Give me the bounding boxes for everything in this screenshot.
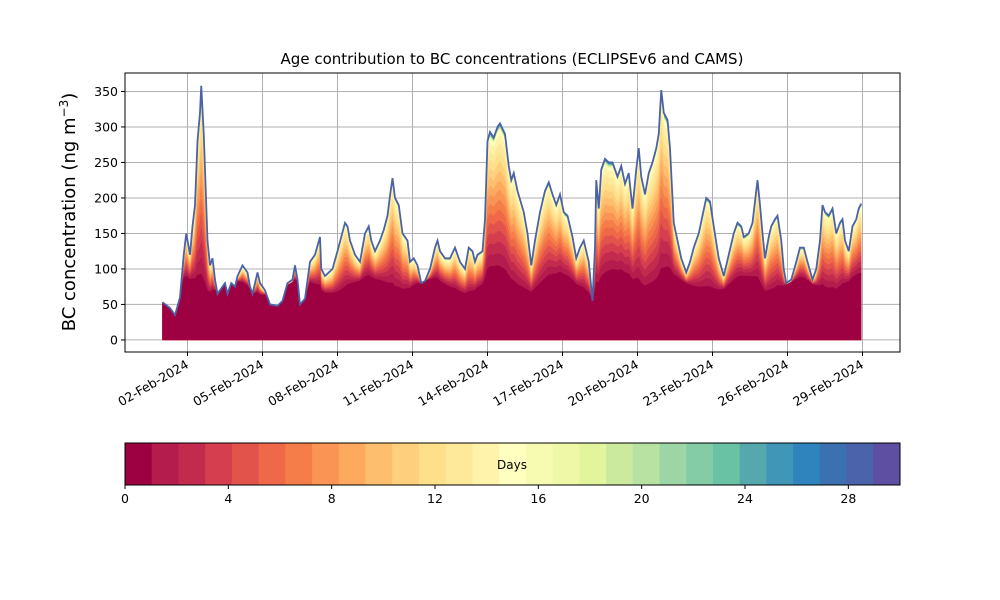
colorbar-tick-label: 0 xyxy=(121,491,129,506)
colorbar-segment xyxy=(312,443,339,485)
colorbar-segment xyxy=(125,443,152,485)
chart-figure: Age contribution to BC concentrations (E… xyxy=(0,0,1000,600)
colorbar-segment xyxy=(606,443,633,485)
x-tick-label: 11-Feb-2024 xyxy=(340,357,416,409)
colorbar-label: Days xyxy=(497,458,527,472)
x-tick-label: 17-Feb-2024 xyxy=(490,357,566,409)
colorbar-segment xyxy=(392,443,419,485)
y-tick-label: 0 xyxy=(110,332,118,347)
colorbar-segment xyxy=(232,443,259,485)
colorbar-tick-label: 16 xyxy=(530,491,546,506)
colorbar-tick-label: 4 xyxy=(224,491,232,506)
colorbar-segment xyxy=(285,443,312,485)
y-axis-label-superscript: −3 xyxy=(57,100,71,118)
y-tick-label: 100 xyxy=(94,261,118,276)
colorbar-segment xyxy=(820,443,847,485)
colorbar-segment xyxy=(793,443,820,485)
colorbar-ticks: 0 4 8 12 16 20 24 28 xyxy=(121,485,856,506)
colorbar-segment xyxy=(446,443,473,485)
y-tick-label: 250 xyxy=(94,155,118,170)
x-tick-label: 08-Feb-2024 xyxy=(265,357,341,409)
x-tick-label: 20-Feb-2024 xyxy=(565,357,641,409)
y-axis-label-text: BC concentration (ng m xyxy=(59,117,80,331)
x-tick-label: 23-Feb-2024 xyxy=(640,357,716,409)
y-tick-label: 300 xyxy=(94,119,118,134)
colorbar-segment xyxy=(259,443,286,485)
x-tick-label: 26-Feb-2024 xyxy=(715,357,791,409)
colorbar-segment xyxy=(526,443,553,485)
y-axis-label-close: ) xyxy=(59,93,80,100)
colorbar-segment xyxy=(205,443,232,485)
y-axis-label: BC concentration (ng m−3) xyxy=(57,93,80,332)
y-tick-label: 200 xyxy=(94,190,118,205)
colorbar-tick-label: 24 xyxy=(737,491,753,506)
colorbar-segment xyxy=(152,443,179,485)
y-tick-label: 50 xyxy=(102,297,118,312)
x-axis-ticks: 02-Feb-2024 05-Feb-2024 08-Feb-2024 11-Feb-… xyxy=(115,352,866,409)
colorbar-segment xyxy=(847,443,874,485)
x-tick-label: 02-Feb-2024 xyxy=(115,357,191,409)
colorbar-tick-label: 20 xyxy=(634,491,650,506)
y-tick-label: 150 xyxy=(94,226,118,241)
colorbar-segment xyxy=(873,443,900,485)
colorbar-segment xyxy=(713,443,740,485)
y-axis-ticks: 0 50 100 150 200 250 300 350 xyxy=(94,84,125,347)
colorbar-segment xyxy=(339,443,366,485)
x-tick-label: 14-Feb-2024 xyxy=(415,357,491,409)
colorbar-segment xyxy=(633,443,660,485)
colorbar-segment xyxy=(178,443,205,485)
colorbar-segment xyxy=(472,443,499,485)
colorbar-segment xyxy=(766,443,793,485)
x-tick-label: 05-Feb-2024 xyxy=(190,357,266,409)
colorbar-segment xyxy=(659,443,686,485)
colorbar-segment xyxy=(366,443,393,485)
x-tick-label: 29-Feb-2024 xyxy=(790,357,866,409)
chart-title: Age contribution to BC concentrations (E… xyxy=(281,50,744,68)
colorbar-tick-label: 28 xyxy=(840,491,856,506)
colorbar-segment xyxy=(553,443,580,485)
colorbar-segment xyxy=(740,443,767,485)
colorbar-tick-label: 12 xyxy=(427,491,443,506)
colorbar-segment xyxy=(419,443,446,485)
age-bands xyxy=(163,86,862,340)
colorbar-tick-label: 8 xyxy=(328,491,336,506)
colorbar-segment xyxy=(686,443,713,485)
y-tick-label: 350 xyxy=(94,84,118,99)
colorbar-segment xyxy=(579,443,606,485)
